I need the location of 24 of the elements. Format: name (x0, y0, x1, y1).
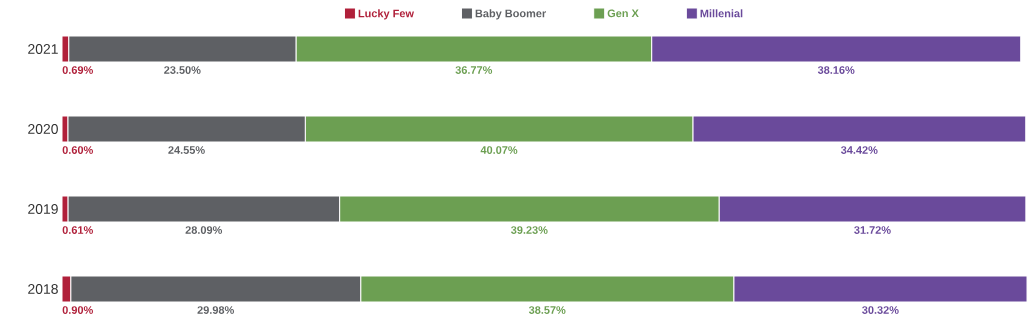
y-tick-label: 2021 (28, 44, 58, 54)
data-label: 40.07% (480, 146, 518, 154)
y-tick-label: 2018 (28, 284, 58, 294)
y-tick-label: 2019 (28, 204, 58, 214)
legend-label: Millenial (700, 9, 743, 18)
data-label: 36.77% (455, 66, 493, 74)
y-tick-label: 2020 (28, 124, 58, 134)
data-label: 34.42% (840, 146, 878, 154)
legend-label: Baby Boomer (475, 9, 547, 20)
data-label: 31.72% (854, 226, 891, 234)
data-label: 39.23% (510, 226, 548, 234)
data-label: 0.69% (62, 66, 93, 74)
data-label: 29.98% (197, 306, 234, 314)
legend-label: Gen X (607, 9, 639, 18)
data-label: 38.16% (817, 66, 855, 74)
data-label: 28.09% (185, 226, 223, 234)
data-label: 23.50% (164, 66, 201, 74)
data-label: 0.61% (62, 226, 93, 234)
data-label: 24.55% (168, 146, 205, 154)
data-label: 0.60% (62, 146, 93, 154)
data-label: 38.57% (528, 306, 566, 314)
data-label: 0.90% (62, 306, 93, 314)
data-label: 30.32% (862, 306, 899, 314)
legend-label: Lucky Few (358, 9, 414, 20)
